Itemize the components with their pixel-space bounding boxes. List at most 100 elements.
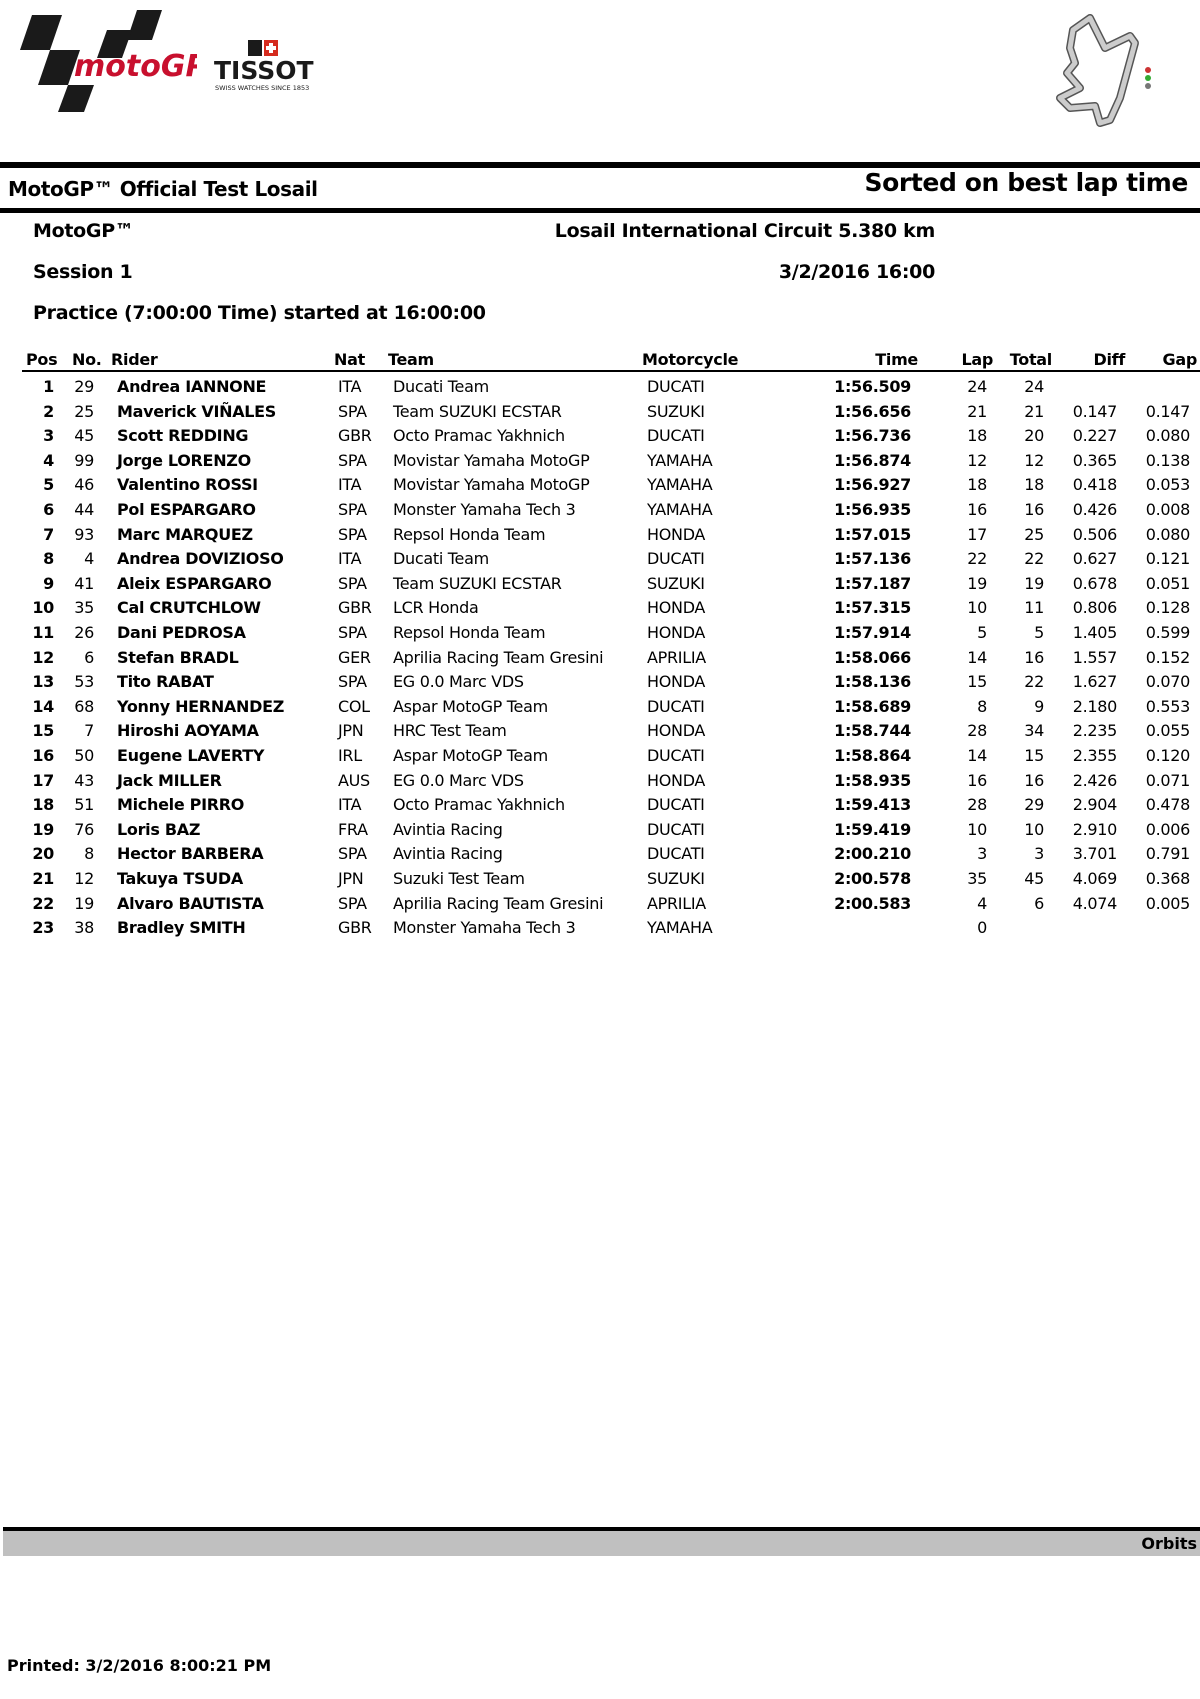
cell-team: LCR Honda [393,598,479,618]
cell-team: EG 0.0 Marc VDS [393,672,524,692]
cell-pos: 8 [43,549,54,569]
cell-team: Monster Yamaha Tech 3 [393,500,576,519]
cell-total: 3 [1034,844,1044,864]
cell-team: HRC Test Team [393,721,507,741]
event-title: MotoGP™ Official Test Losail [8,177,318,201]
cell-total: 45 [1024,869,1044,888]
track-map-icon [1056,14,1151,127]
cell-rider: Eugene LAVERTY [117,746,265,765]
cell-nat: JPN [338,869,364,888]
cell-pos: 3 [43,426,54,446]
cell-total: 34 [1024,721,1044,741]
cell-time: 1:56.927 [834,475,911,495]
cell-no: 76 [74,819,94,839]
cell-total: 5 [1034,623,1044,642]
cell-time: 1:57.914 [834,623,911,642]
cell-nat: GBR [338,426,372,446]
cell-diff: 2.426 [1072,770,1118,790]
cell-time: 2:00.583 [834,893,911,913]
cell-team: Movistar Yamaha MotoGP [393,450,590,470]
cell-team: Movistar Yamaha MotoGP [393,475,590,495]
cell-lap: 28 [967,721,987,741]
cell-lap: 12 [967,450,987,470]
cell-no: 38 [74,918,94,938]
cell-lap: 35 [967,869,987,888]
cell-no: 35 [74,598,94,618]
top-divider [0,162,1200,168]
col-total: Total [1009,350,1053,369]
cell-time: 1:58.066 [834,647,911,667]
cell-gap: 0.599 [1145,623,1191,642]
cell-gap: 0.791 [1145,844,1191,864]
table-row: 15 7 Hiroshi AOYAMA JPN HRC Test Team HONDA 1:… [0,721,1200,745]
cell-gap: 0.008 [1145,500,1191,519]
cell-lap: 22 [967,549,987,569]
cell-no: 43 [74,770,94,790]
cell-time: 1:57.015 [834,524,911,544]
cell-time: 1:58.689 [834,696,911,716]
col-no: No. [72,350,102,369]
col-rider: Rider [111,350,158,369]
table-row: 5 46 Valentino ROSSI ITA Movistar Yamaha Mot… [0,475,1200,499]
cell-time: 1:59.413 [834,795,911,815]
cell-gap: 0.120 [1145,746,1191,765]
table-row: 22 19 Alvaro BAUTISTA SPA Aprilia Racing Tea… [0,894,1200,918]
cell-no: 46 [74,475,94,495]
cell-nat: COL [338,696,370,716]
cell-time: 1:57.136 [834,549,911,569]
cell-total: 16 [1024,647,1044,667]
cell-team: Team SUZUKI ECSTAR [393,573,562,593]
cell-diff: 4.069 [1072,869,1118,888]
cell-nat: SPA [338,500,367,519]
cell-gap: 0.055 [1145,721,1191,741]
cell-total: 9 [1034,696,1044,716]
table-row: 10 35 Cal CRUTCHLOW GBR LCR Honda HONDA 1:57.3… [0,598,1200,622]
cell-moto: HONDA [647,598,706,618]
cell-pos: 1 [43,377,54,396]
cell-total: 21 [1024,401,1044,421]
cell-rider: Cal CRUTCHLOW [117,598,261,618]
cell-total: 25 [1024,524,1044,544]
cell-gap: 0.053 [1145,475,1191,495]
cell-no: 29 [74,377,94,396]
cell-nat: ITA [338,475,362,495]
header-underline [22,370,1200,372]
cell-time: 1:57.187 [834,573,911,593]
cell-lap: 14 [967,746,987,765]
cell-rider: Jack MILLER [117,770,222,790]
cell-pos: 13 [32,672,54,692]
cell-gap: 0.121 [1145,549,1191,569]
cell-gap: 0.128 [1145,598,1191,618]
cell-rider: Hector BARBERA [117,844,264,864]
cell-moto: DUCATI [647,696,705,716]
cell-diff: 0.806 [1072,598,1118,618]
cell-time: 1:58.864 [834,746,911,765]
session-datetime: 3/2/2016 16:00 [778,261,935,283]
cell-nat: ITA [338,795,362,815]
cell-total: 11 [1024,598,1044,618]
cell-moto: SUZUKI [647,401,705,421]
cell-nat: SPA [338,844,367,864]
cell-pos: 20 [32,844,54,864]
table-row: 23 38 Bradley SMITH GBR Monster Yamaha Tech … [0,918,1200,942]
cell-moto: DUCATI [647,844,705,864]
cell-pos: 19 [32,819,54,839]
cell-total: 22 [1024,549,1044,569]
cell-nat: JPN [338,721,364,741]
cell-rider: Yonny HERNANDEZ [117,696,285,716]
cell-nat: AUS [338,770,370,790]
cell-team: EG 0.0 Marc VDS [393,770,524,790]
motogp-logo: motoGP [20,10,197,112]
table-row: 11 26 Dani PEDROSA SPA Repsol Honda Team HOND… [0,623,1200,647]
cell-total: 15 [1024,746,1044,765]
cell-rider: Hiroshi AOYAMA [117,721,259,741]
cell-team: Aspar MotoGP Team [393,746,548,765]
session-label: Session 1 [33,261,133,283]
cell-time: 1:58.935 [834,770,911,790]
provider-label: Orbits [1141,1534,1197,1553]
cell-diff: 0.678 [1072,573,1118,593]
svg-text:SWISS WATCHES SINCE 1853: SWISS WATCHES SINCE 1853 [215,84,309,92]
cell-rider: Stefan BRADL [117,647,239,667]
cell-lap: 21 [967,401,987,421]
cell-total: 6 [1034,893,1044,913]
